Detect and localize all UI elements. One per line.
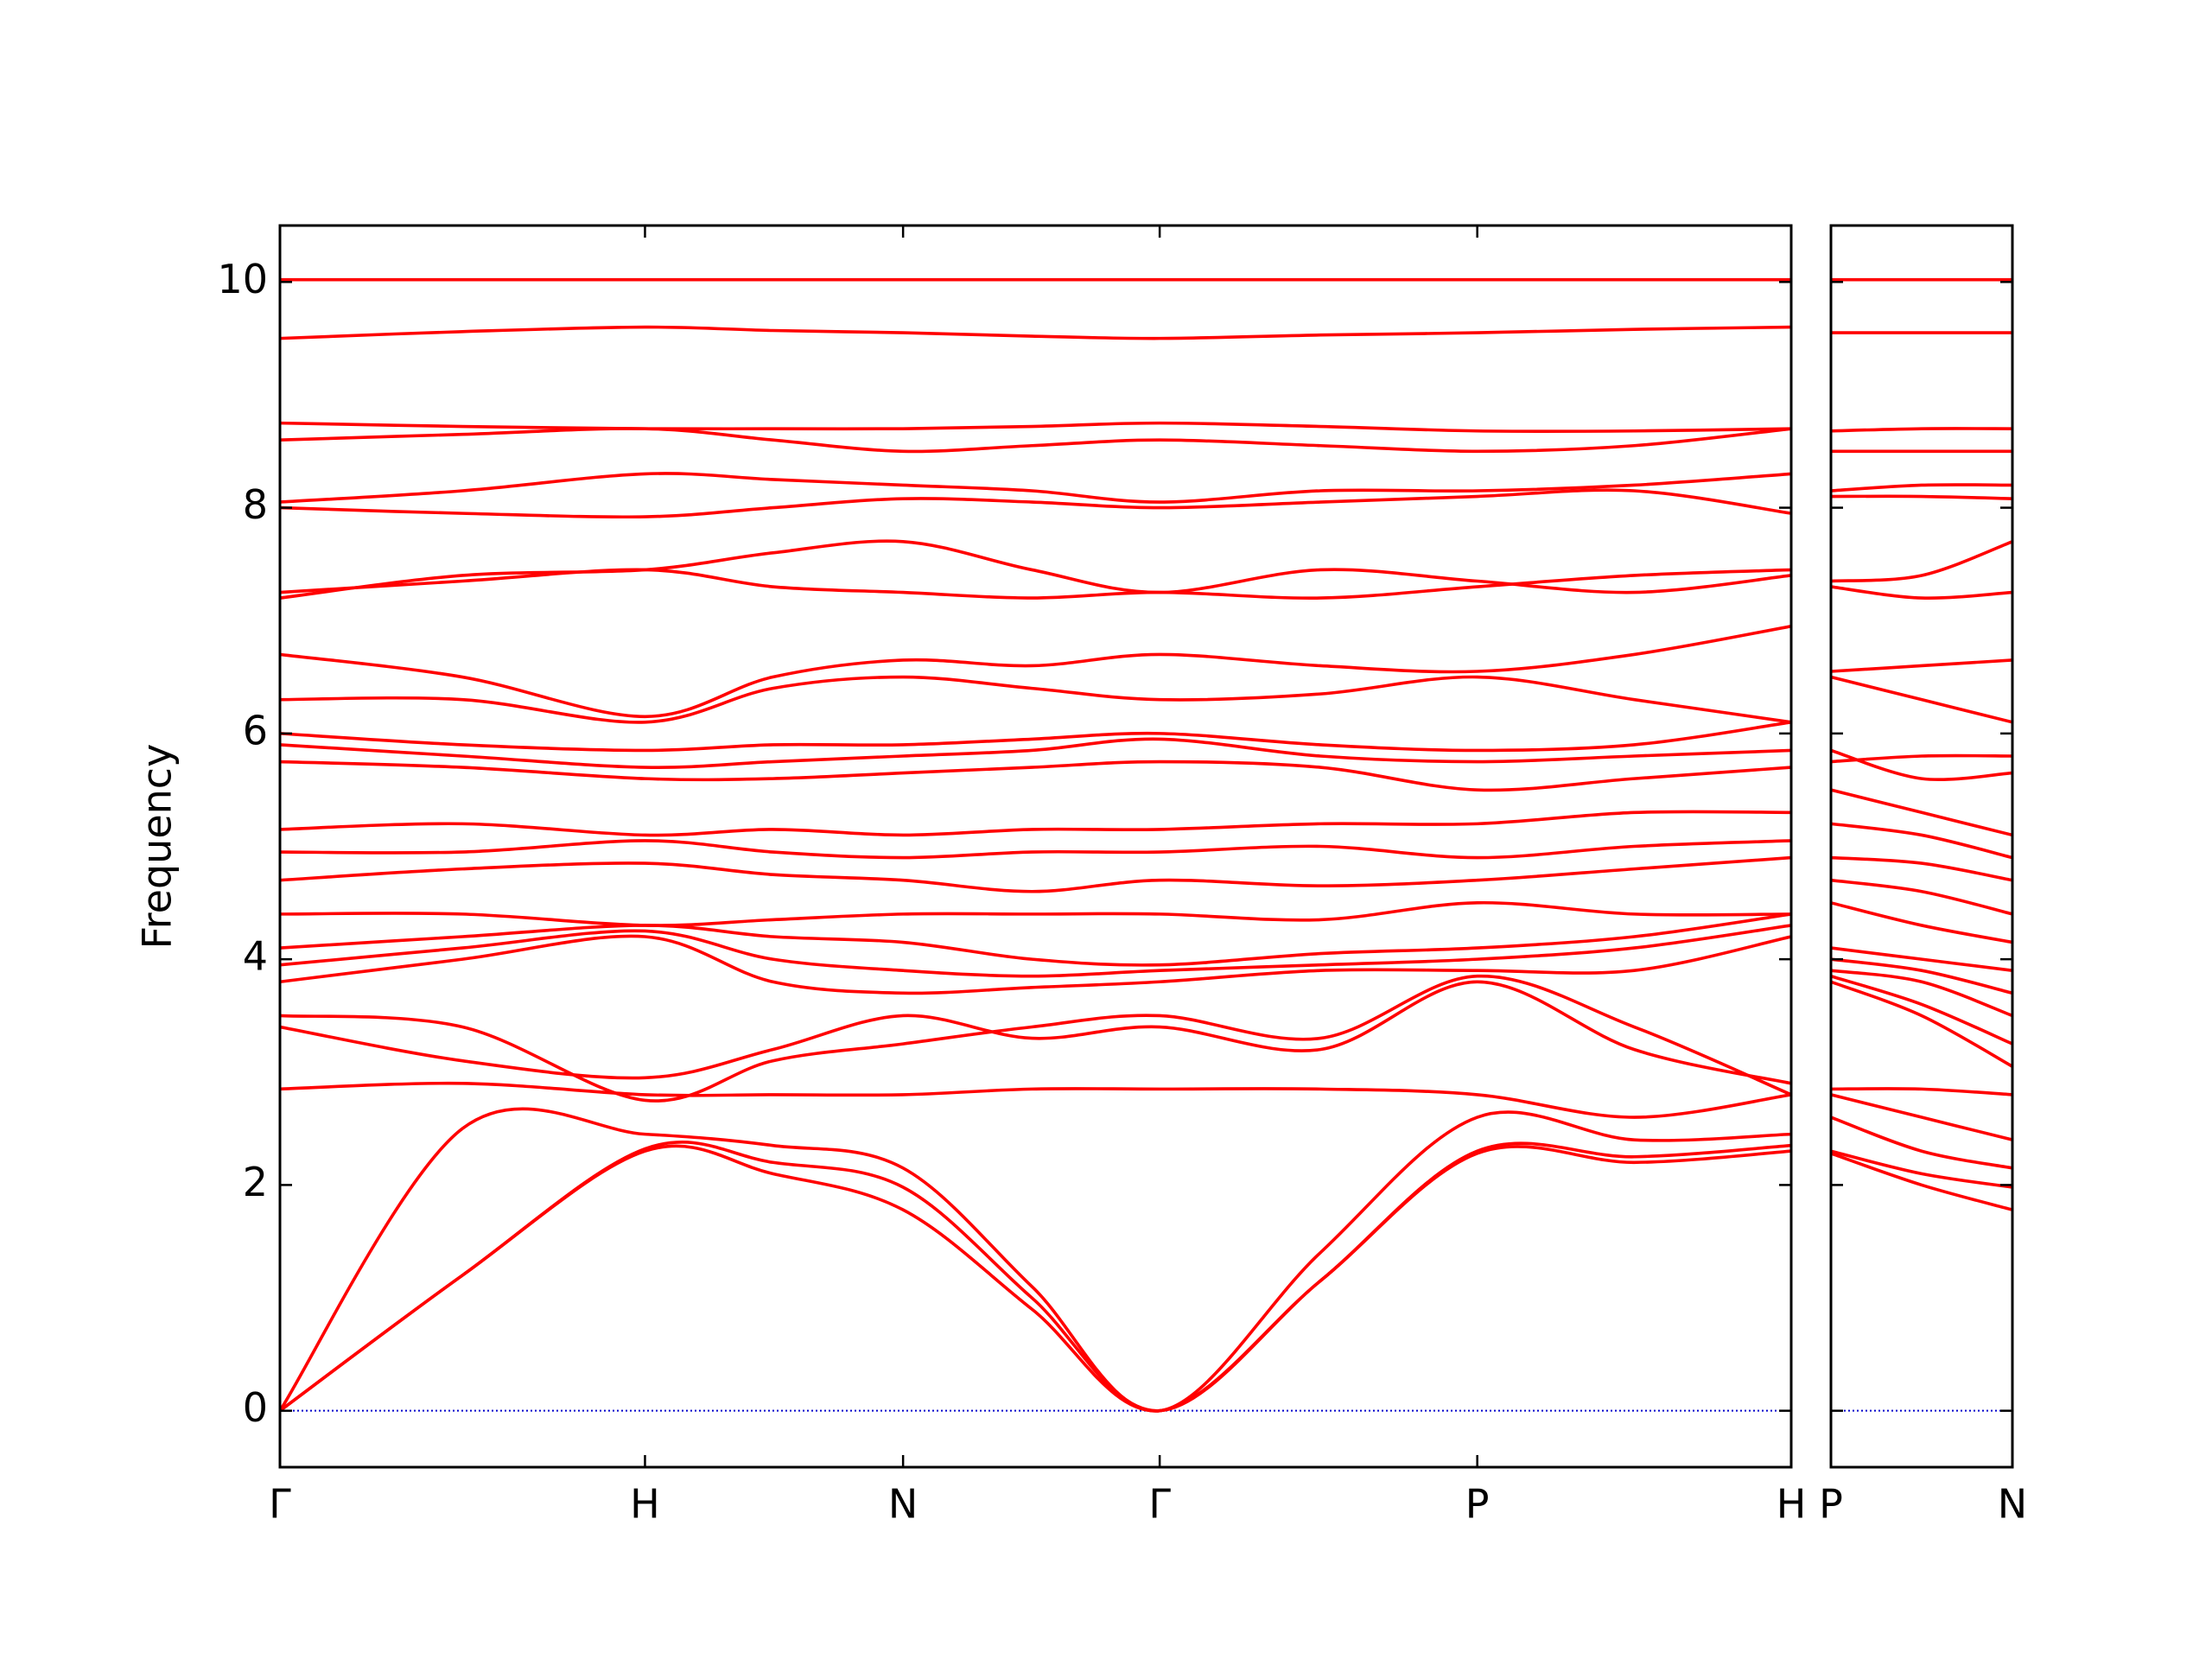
x-tick-label: P bbox=[1465, 1481, 1490, 1528]
band-line bbox=[1831, 822, 2012, 860]
band-line bbox=[1831, 658, 2012, 673]
band-line bbox=[1831, 901, 2012, 944]
y-tick-label: 6 bbox=[243, 707, 268, 753]
band-line bbox=[280, 624, 1791, 719]
y-tick-label: 8 bbox=[243, 481, 268, 528]
band-line bbox=[1831, 585, 2012, 601]
band-line bbox=[1831, 483, 2012, 493]
band-line bbox=[280, 912, 1791, 967]
band-line bbox=[1831, 753, 2012, 764]
band-line bbox=[280, 427, 1791, 454]
band-line bbox=[1831, 969, 2012, 1018]
x-tick-label: N bbox=[888, 1481, 918, 1528]
bands bbox=[280, 277, 1791, 1413]
band-line bbox=[280, 1081, 1791, 1119]
band-line bbox=[1831, 427, 2012, 433]
band-line bbox=[1831, 1087, 2012, 1096]
band-line bbox=[280, 974, 1791, 1103]
band-line bbox=[280, 421, 1791, 434]
x-tick-label: P bbox=[1819, 1481, 1843, 1528]
band-line bbox=[280, 721, 1791, 753]
y-tick-label: 4 bbox=[243, 933, 268, 980]
band-line bbox=[280, 539, 1791, 600]
band-line bbox=[1831, 675, 2012, 724]
band-line bbox=[1831, 1152, 2012, 1211]
band-line bbox=[280, 855, 1791, 893]
band-line bbox=[280, 760, 1791, 792]
y-tick-label: 0 bbox=[243, 1384, 268, 1431]
band-line bbox=[1831, 788, 2012, 837]
bands bbox=[1831, 277, 2012, 1211]
band-line bbox=[1831, 957, 2012, 995]
band-line bbox=[280, 675, 1791, 724]
band-line bbox=[280, 737, 1791, 769]
x-tick-label: H bbox=[1777, 1481, 1807, 1528]
axes-frame bbox=[278, 224, 1793, 1469]
band-line bbox=[280, 488, 1791, 519]
band-line bbox=[1831, 855, 2012, 882]
band-line bbox=[1831, 1149, 2012, 1189]
band-line bbox=[1831, 1116, 2012, 1170]
band-line bbox=[280, 1144, 1791, 1413]
band-line bbox=[1831, 878, 2012, 916]
band-line bbox=[1831, 540, 2012, 583]
y-axis-label: Frequency bbox=[134, 744, 181, 950]
band-line bbox=[280, 839, 1791, 860]
axes-frame bbox=[1829, 224, 2014, 1469]
panel: 0 2 4 6 8 10 Γ H N Γ P H Frequency bbox=[134, 224, 1807, 1528]
band-line bbox=[280, 472, 1791, 504]
band-line bbox=[280, 325, 1791, 340]
band-line bbox=[280, 924, 1791, 978]
band-line bbox=[1831, 748, 2012, 782]
band-line bbox=[1831, 1093, 2012, 1141]
band-line bbox=[280, 1107, 1791, 1413]
x-tick-label: Γ bbox=[1148, 1481, 1171, 1528]
x-tick-label: N bbox=[1998, 1481, 2027, 1528]
band-line bbox=[280, 810, 1791, 837]
band-line bbox=[1831, 494, 2012, 500]
band-line bbox=[1831, 980, 2012, 1068]
y-tick-label: 2 bbox=[243, 1159, 268, 1205]
band-line bbox=[1831, 946, 2012, 972]
band-line bbox=[1831, 975, 2012, 1046]
band-line bbox=[280, 900, 1791, 927]
band-line bbox=[280, 934, 1791, 995]
y-tick-label: 10 bbox=[217, 256, 268, 302]
band-line bbox=[280, 1141, 1791, 1413]
x-tick-label: H bbox=[630, 1481, 660, 1528]
x-tick-label: Γ bbox=[269, 1481, 291, 1528]
